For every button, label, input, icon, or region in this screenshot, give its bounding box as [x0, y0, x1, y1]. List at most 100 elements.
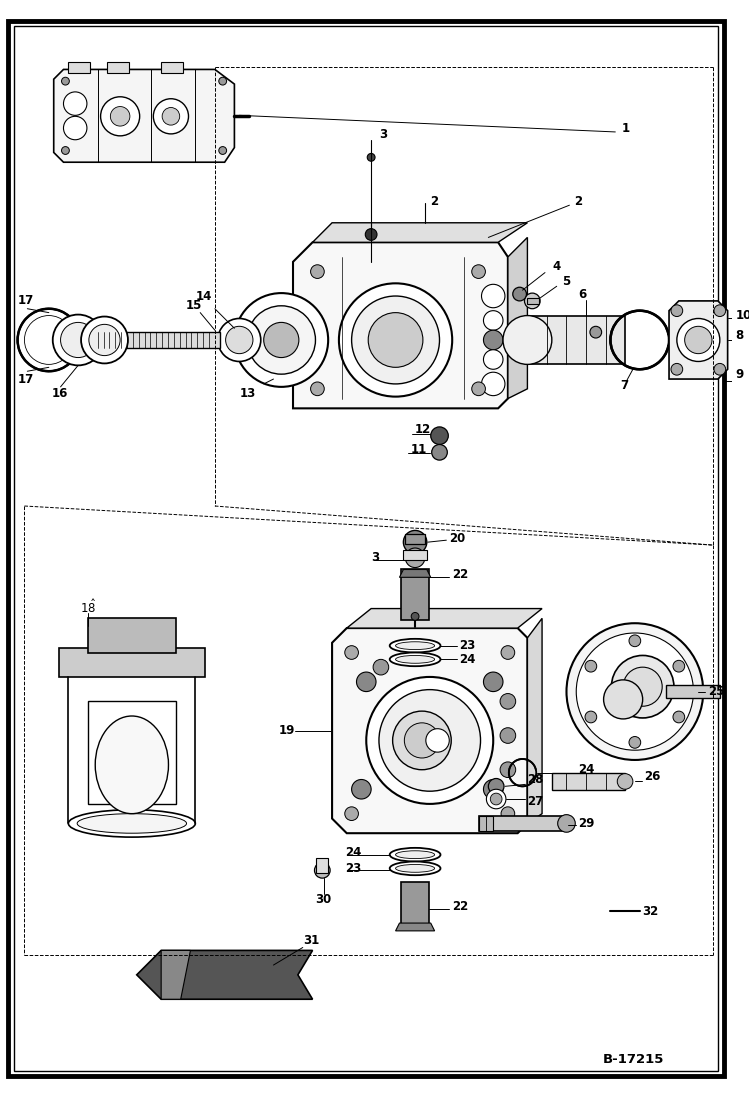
Circle shape	[483, 672, 503, 691]
Polygon shape	[395, 923, 434, 931]
Circle shape	[500, 727, 516, 744]
Text: 24: 24	[459, 653, 476, 666]
Text: 24: 24	[578, 764, 595, 777]
Ellipse shape	[395, 864, 434, 872]
Text: 23: 23	[345, 862, 361, 875]
Text: 8: 8	[736, 329, 744, 341]
Bar	[405, 534, 425, 544]
Text: 14: 14	[195, 290, 212, 303]
Circle shape	[247, 306, 315, 374]
Text: B-17215: B-17215	[603, 1053, 664, 1066]
Bar	[527, 298, 539, 304]
Polygon shape	[161, 950, 190, 999]
Text: 23: 23	[459, 640, 476, 653]
Text: 17: 17	[17, 373, 34, 385]
Text: 29: 29	[578, 817, 595, 830]
Circle shape	[483, 310, 503, 330]
Circle shape	[513, 287, 527, 301]
Circle shape	[64, 116, 87, 139]
Polygon shape	[93, 332, 219, 348]
Ellipse shape	[95, 716, 169, 814]
Circle shape	[100, 97, 139, 136]
Bar	[107, 61, 129, 73]
Circle shape	[234, 293, 328, 387]
Polygon shape	[88, 701, 176, 804]
Text: 2: 2	[430, 195, 438, 207]
Text: 1$\hat{8}$: 1$\hat{8}$	[80, 598, 96, 615]
Polygon shape	[527, 619, 542, 824]
Text: 11: 11	[410, 443, 426, 456]
Polygon shape	[312, 223, 527, 242]
Text: 3: 3	[379, 128, 387, 142]
Circle shape	[685, 326, 712, 353]
Circle shape	[566, 623, 703, 760]
Circle shape	[671, 305, 682, 317]
Circle shape	[501, 806, 515, 821]
Text: 19: 19	[279, 724, 295, 737]
Circle shape	[590, 326, 601, 338]
Circle shape	[472, 382, 485, 396]
Text: 5: 5	[562, 275, 570, 287]
Bar	[161, 61, 183, 73]
Circle shape	[411, 612, 419, 620]
Circle shape	[617, 773, 633, 789]
Text: 25: 25	[708, 686, 724, 698]
Text: 3: 3	[372, 552, 379, 564]
Circle shape	[482, 372, 505, 396]
Circle shape	[311, 382, 324, 396]
Text: 12: 12	[415, 423, 431, 437]
Circle shape	[218, 318, 261, 362]
Text: 7: 7	[620, 380, 628, 393]
Text: 16: 16	[52, 387, 68, 400]
Polygon shape	[399, 569, 431, 577]
Circle shape	[345, 646, 359, 659]
Bar	[68, 61, 90, 73]
Circle shape	[503, 316, 552, 364]
Ellipse shape	[389, 848, 440, 861]
Text: 2: 2	[574, 195, 583, 207]
Circle shape	[714, 305, 726, 317]
Circle shape	[25, 316, 73, 364]
Circle shape	[671, 363, 682, 375]
Circle shape	[345, 806, 359, 821]
Circle shape	[225, 326, 253, 353]
Circle shape	[673, 711, 685, 723]
Circle shape	[392, 711, 451, 770]
Text: 32: 32	[643, 905, 659, 918]
Circle shape	[162, 108, 180, 125]
Polygon shape	[293, 242, 508, 408]
Ellipse shape	[77, 814, 187, 834]
Circle shape	[405, 548, 425, 567]
Bar	[88, 619, 176, 653]
Text: 31: 31	[303, 935, 319, 947]
Circle shape	[315, 862, 330, 878]
Circle shape	[611, 655, 674, 717]
Circle shape	[558, 815, 575, 833]
Bar	[404, 550, 427, 559]
Circle shape	[524, 293, 540, 308]
Circle shape	[219, 147, 227, 155]
Ellipse shape	[389, 653, 440, 666]
Text: 22: 22	[452, 568, 468, 581]
Circle shape	[576, 633, 694, 750]
Bar	[479, 816, 566, 832]
Circle shape	[500, 693, 516, 709]
Circle shape	[604, 680, 643, 719]
Circle shape	[483, 780, 503, 799]
Circle shape	[64, 92, 87, 115]
Circle shape	[483, 330, 503, 350]
Circle shape	[311, 264, 324, 279]
Text: 9: 9	[736, 367, 744, 381]
Circle shape	[52, 315, 103, 365]
Text: 4: 4	[553, 260, 561, 273]
Circle shape	[367, 154, 375, 161]
Polygon shape	[137, 950, 312, 999]
Circle shape	[585, 711, 597, 723]
Circle shape	[482, 284, 505, 308]
Polygon shape	[54, 69, 234, 162]
Circle shape	[219, 77, 227, 86]
Ellipse shape	[395, 655, 434, 664]
Circle shape	[472, 264, 485, 279]
Ellipse shape	[389, 638, 440, 653]
Circle shape	[61, 77, 70, 86]
